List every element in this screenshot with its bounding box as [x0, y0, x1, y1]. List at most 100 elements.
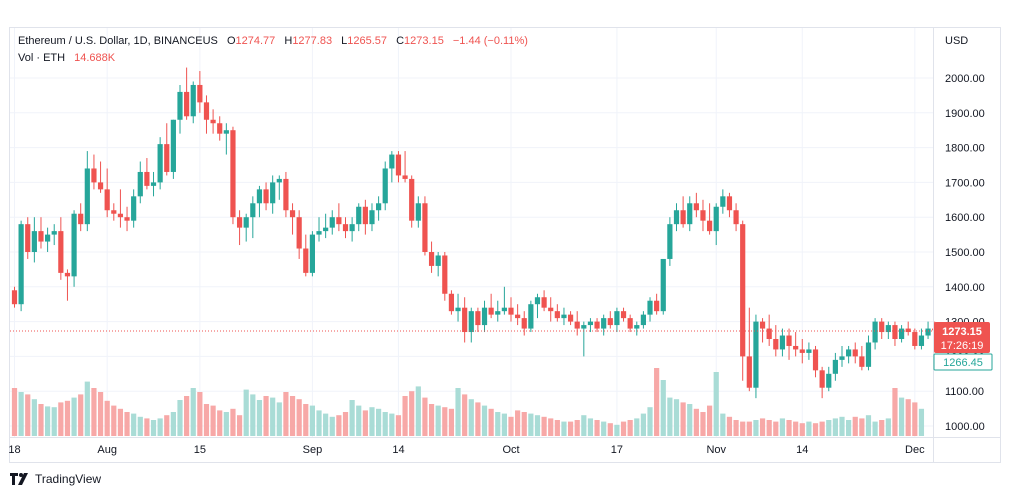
volume-label[interactable]: Vol · ETH	[18, 52, 66, 64]
volume-bar	[912, 402, 918, 436]
volume-bar	[687, 404, 693, 436]
volume-bar	[349, 400, 355, 436]
candle-body	[806, 349, 812, 353]
volume-bar	[607, 423, 613, 436]
volume-bar	[806, 421, 812, 436]
volume-bar	[766, 420, 772, 436]
volume-bar	[184, 396, 190, 436]
volume-bar	[707, 405, 713, 436]
candle-body	[481, 307, 488, 326]
candle-body	[567, 314, 574, 322]
candle-body	[793, 345, 799, 350]
tradingview-branding[interactable]: TradingView	[10, 472, 101, 486]
time-axis[interactable]: 18 Aug 15 Sep 14 Oct 17 Nov 14 Dec	[8, 437, 1000, 457]
candle-body	[395, 154, 402, 176]
candle-body	[786, 335, 792, 346]
volume-bar	[515, 410, 521, 436]
candle-body	[131, 196, 137, 221]
candle-body	[726, 196, 733, 211]
volume-bar	[342, 412, 349, 436]
candle-body	[912, 332, 918, 346]
high-value: 1277.83	[292, 35, 333, 47]
symbol-title[interactable]: Ethereum / U.S. Dollar, 1D, BINANCEUS	[18, 35, 218, 47]
price-tags: 1273.15 17:26:19 1266.45	[933, 322, 993, 371]
currency-label: USD	[945, 35, 968, 47]
volume-legend: Vol · ETH 14.688K	[18, 52, 115, 64]
candle-body	[594, 321, 600, 329]
candle-body	[270, 182, 276, 204]
grid-lines	[10, 28, 933, 437]
candle-body	[356, 206, 362, 225]
volume-bar	[91, 388, 97, 436]
candle-body	[779, 335, 786, 350]
candle-body	[534, 297, 541, 305]
candle-body	[442, 255, 448, 294]
volume-bar	[601, 421, 607, 436]
candle-body	[521, 318, 527, 329]
candle-body	[18, 224, 24, 305]
volume-bar	[528, 413, 534, 436]
volume-bar	[773, 421, 779, 436]
volume-bar	[409, 391, 415, 436]
volume-bar	[323, 413, 329, 436]
price-tick-label: 1600.00	[945, 212, 985, 224]
volume-bar	[839, 416, 845, 436]
chart-frame	[9, 27, 1001, 463]
candle-body	[316, 231, 322, 235]
volume-bar	[501, 413, 507, 436]
volume-bar	[779, 418, 786, 436]
candle-body	[97, 182, 104, 190]
candle-body	[620, 311, 627, 319]
candle-body	[832, 359, 838, 374]
volume-bar	[521, 412, 527, 436]
candle-body	[462, 307, 468, 333]
volume-bar	[283, 392, 289, 436]
open-key: O	[226, 35, 236, 47]
price-tick-label: 1800.00	[945, 143, 985, 155]
candle-body	[687, 203, 693, 225]
candle-body	[508, 307, 514, 315]
volume-bar	[376, 408, 382, 436]
candle-body	[157, 144, 163, 183]
candle-body	[455, 307, 461, 312]
volume-bar	[25, 394, 31, 436]
volume-bar	[382, 412, 388, 436]
candle-body	[733, 210, 739, 225]
volume-bar	[442, 407, 448, 436]
candle-body	[184, 91, 190, 117]
volume-bar	[627, 420, 633, 436]
volume-bar	[614, 424, 620, 436]
candle-body	[872, 321, 878, 343]
candle-body	[409, 178, 415, 221]
time-tick-label: Nov	[706, 444, 726, 456]
volume-bar	[84, 381, 90, 436]
volume-bar	[700, 412, 706, 436]
candle-body	[548, 307, 554, 312]
candle-body	[11, 290, 18, 305]
volume-bar	[395, 415, 402, 436]
candle-body	[164, 144, 170, 172]
volume-bar	[812, 423, 819, 436]
low-value: 1265.57	[347, 35, 388, 47]
volume-bar	[58, 402, 64, 436]
price-axis[interactable]: 1000.001100.001200.001300.001400.001500.…	[933, 28, 985, 462]
candle-body	[250, 203, 256, 218]
candle-body	[740, 224, 746, 357]
candle-body	[309, 234, 315, 273]
candle-body	[376, 203, 382, 211]
volume-bar	[71, 397, 77, 436]
volume-bar	[177, 400, 183, 436]
candle-body	[150, 182, 157, 186]
volume-bar	[230, 408, 236, 436]
candle-body	[84, 168, 90, 225]
time-tick-label: 14	[796, 444, 808, 456]
candle-body	[654, 300, 660, 312]
volume-bar	[38, 404, 44, 436]
volume-bar	[587, 418, 594, 436]
candle-body	[45, 234, 51, 242]
candle-body	[369, 210, 375, 225]
price-tick-label: 1500.00	[945, 247, 985, 259]
candles	[11, 67, 938, 399]
volume-bar	[462, 394, 468, 436]
